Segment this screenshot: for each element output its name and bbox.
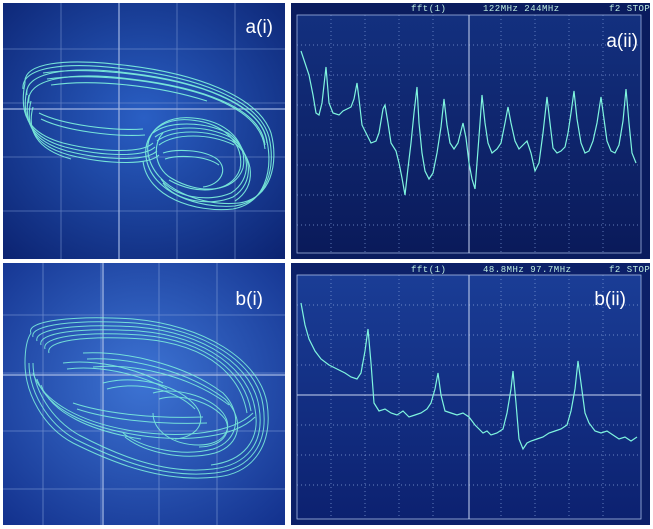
panel-b-ii: fft(1) 48.8MHz 97.7MHz f2 STOP b(ii) xyxy=(291,263,650,525)
scope-screen-a-i xyxy=(3,3,285,259)
panel-label-b-i: b(i) xyxy=(235,289,263,310)
fft-freq-label-b-ii: 48.8MHz 97.7MHz xyxy=(483,265,572,275)
fft-freq-label-a-ii: 122MHz 244MHz xyxy=(483,4,560,14)
fft-status-label-a-ii: f2 STOP xyxy=(609,4,650,14)
fft-status-label-b-ii: f2 STOP xyxy=(609,265,650,275)
center-axes-b-ii xyxy=(297,275,641,519)
spectrum-trace-a-ii xyxy=(300,50,637,196)
panel-b-i: b(i) xyxy=(3,263,285,525)
panel-label-a-i: a(i) xyxy=(245,17,273,38)
scope-screen-a-ii xyxy=(291,3,650,259)
fft-function-label-b-ii: fft(1) xyxy=(411,265,447,275)
attractor-trace-a-i xyxy=(22,61,275,211)
fft-function-label-a-ii: fft(1) xyxy=(411,4,447,14)
panel-a-i: a(i) xyxy=(3,3,285,259)
panel-label-b-ii: b(ii) xyxy=(594,289,626,310)
spectrum-trace-b-ii xyxy=(300,302,638,451)
panel-a-ii: fft(1) 122MHz 244MHz f2 STOP a(ii) xyxy=(291,3,650,259)
scope-screen-b-ii xyxy=(291,263,650,525)
attractor-trace-b-i xyxy=(24,317,269,479)
scope-screen-b-i xyxy=(3,263,285,525)
center-axes-b-i xyxy=(3,263,285,525)
panel-label-a-ii: a(ii) xyxy=(606,31,638,52)
